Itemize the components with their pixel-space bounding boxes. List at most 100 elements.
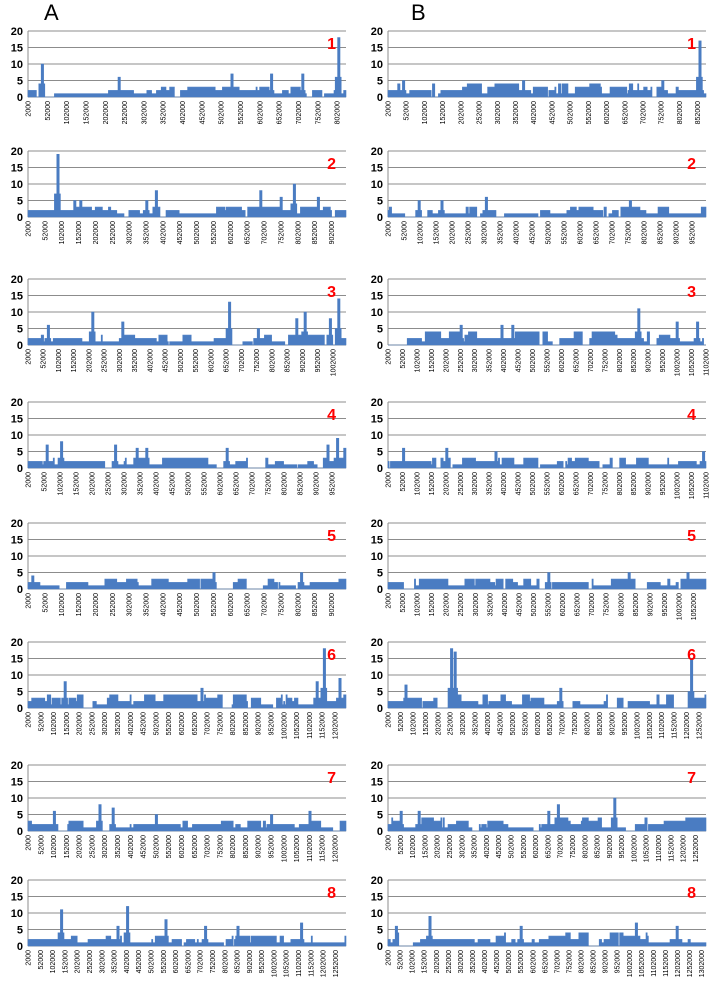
x-tick-label: 202000: [458, 101, 465, 124]
x-tick-label: 1202000: [675, 950, 682, 977]
x-tick-label: 802000: [269, 349, 276, 372]
x-tick-label: 152000: [429, 349, 436, 372]
x-tick-label: 152000: [76, 593, 83, 616]
y-tick-label: 15: [371, 163, 383, 175]
x-tick-label: 152000: [429, 593, 436, 616]
x-tick-label: 802000: [642, 221, 649, 244]
y-tick-label: 5: [377, 324, 383, 336]
y-tick-label: 5: [377, 447, 383, 459]
x-tick-label: 252000: [87, 950, 94, 973]
x-tick-label: 752000: [210, 950, 217, 973]
x-tick-label: 302000: [102, 712, 109, 735]
x-tick-label: 502000: [546, 221, 553, 244]
y-tick-label: 5: [377, 568, 383, 580]
x-tick-label: 852000: [658, 221, 665, 244]
bar-series: [387, 447, 707, 469]
x-tick-label: 52000: [398, 950, 405, 970]
x-tick-label: 602000: [604, 101, 611, 124]
y-tick-label: 0: [17, 826, 23, 838]
y-tick-label: 0: [377, 941, 383, 953]
x-tick-label: 702000: [610, 221, 617, 244]
y-tick-label: 5: [17, 568, 23, 580]
x-tick-label: 952000: [622, 712, 629, 735]
x-tick-label: 252000: [458, 593, 465, 616]
x-tick-label: 1252000: [693, 835, 700, 862]
x-tick-label: 452000: [549, 101, 556, 124]
y-tick-label: 0: [17, 703, 23, 715]
x-tick-label: 1302000: [699, 950, 706, 977]
x-tick-label: 752000: [626, 221, 633, 244]
x-tick-label: 2000: [26, 472, 33, 488]
x-tick-label: 702000: [554, 950, 561, 973]
y-tick-label: 5: [17, 687, 23, 699]
x-tick-label: 652000: [245, 593, 252, 616]
x-tick-label: 102000: [58, 472, 65, 495]
x-tick-label: 552000: [161, 950, 168, 973]
y-tick-label: 10: [11, 670, 23, 682]
x-tick-label: 52000: [402, 221, 409, 241]
x-tick-label: 702000: [262, 593, 269, 616]
x-tick-label: 452000: [516, 472, 523, 495]
x-tick-label: 802000: [677, 101, 684, 124]
x-tick-label: 252000: [458, 472, 465, 495]
x-tick-label: 1002000: [281, 712, 288, 739]
x-tick-label: 452000: [494, 950, 501, 973]
x-tick-label: 702000: [205, 835, 212, 858]
x-tick-label: 2000: [386, 221, 393, 237]
x-tick-label: 502000: [506, 950, 513, 973]
y-tick-label: 20: [371, 146, 383, 158]
x-tick-label: 552000: [193, 349, 200, 372]
panel-number-label: 6: [687, 647, 696, 664]
x-tick-label: 502000: [194, 221, 201, 244]
x-tick-label: 1002000: [676, 593, 683, 620]
bar-series: [387, 572, 707, 590]
x-tick-label: 402000: [514, 221, 521, 244]
x-tick-label: 902000: [247, 950, 254, 973]
x-tick-label: 352000: [498, 221, 505, 244]
chart-panel-b8: 0 5 10 15 20 2000 52000 102000 152000 202000 25200…: [362, 874, 710, 990]
chart-panel-a3: 0 5 10 15 20 2000 52000 102000 152000 202000 25200…: [2, 273, 350, 389]
y-tick-label: 5: [377, 687, 383, 699]
x-tick-label: 652000: [277, 101, 284, 124]
x-tick-label: 1202000: [681, 835, 688, 862]
x-tick-label: 302000: [473, 593, 480, 616]
y-tick-label: 10: [371, 430, 383, 442]
x-tick-label: 1102000: [659, 712, 666, 739]
x-tick-label: 452000: [496, 835, 503, 858]
bar-series: [27, 154, 347, 218]
x-tick-label: 1002000: [631, 835, 638, 862]
x-tick-label: 252000: [477, 101, 484, 124]
y-tick-label: 20: [11, 875, 23, 887]
x-tick-label: 202000: [443, 349, 450, 372]
x-tick-label: 552000: [562, 221, 569, 244]
x-tick-label: 402000: [180, 101, 187, 124]
x-tick-label: 752000: [572, 712, 579, 735]
x-tick-label: 252000: [448, 712, 455, 735]
x-tick-label: 552000: [166, 712, 173, 735]
x-tick-label: 752000: [278, 221, 285, 244]
y-tick-label: 0: [17, 463, 23, 475]
x-tick-label: 452000: [177, 593, 184, 616]
x-tick-label: 852000: [595, 835, 602, 858]
x-tick-label: 952000: [315, 349, 322, 372]
x-tick-label: 1152000: [663, 950, 670, 977]
x-tick-label: 902000: [300, 349, 307, 372]
y-tick-label: 5: [377, 196, 383, 208]
x-tick-label: 202000: [93, 593, 100, 616]
x-tick-label: 1102000: [651, 950, 658, 977]
x-tick-label: 802000: [617, 349, 624, 372]
x-tick-label: 352000: [473, 712, 480, 735]
x-tick-label: 852000: [312, 221, 319, 244]
chart-panel-a1: 0 5 10 15 20 2000 52000 102000 152000 202000 25200…: [2, 25, 350, 141]
x-tick-label: 302000: [472, 349, 479, 372]
x-tick-label: 302000: [102, 835, 109, 858]
x-tick-label: 302000: [472, 472, 479, 495]
y-tick-label: 5: [377, 925, 383, 937]
x-tick-label: 652000: [245, 221, 252, 244]
x-tick-label: 952000: [662, 593, 669, 616]
x-tick-label: 52000: [404, 101, 411, 121]
y-tick-label: 15: [371, 43, 383, 55]
x-tick-label: 302000: [117, 349, 124, 372]
panel-number-label: 8: [327, 885, 336, 902]
x-tick-label: 652000: [234, 472, 241, 495]
